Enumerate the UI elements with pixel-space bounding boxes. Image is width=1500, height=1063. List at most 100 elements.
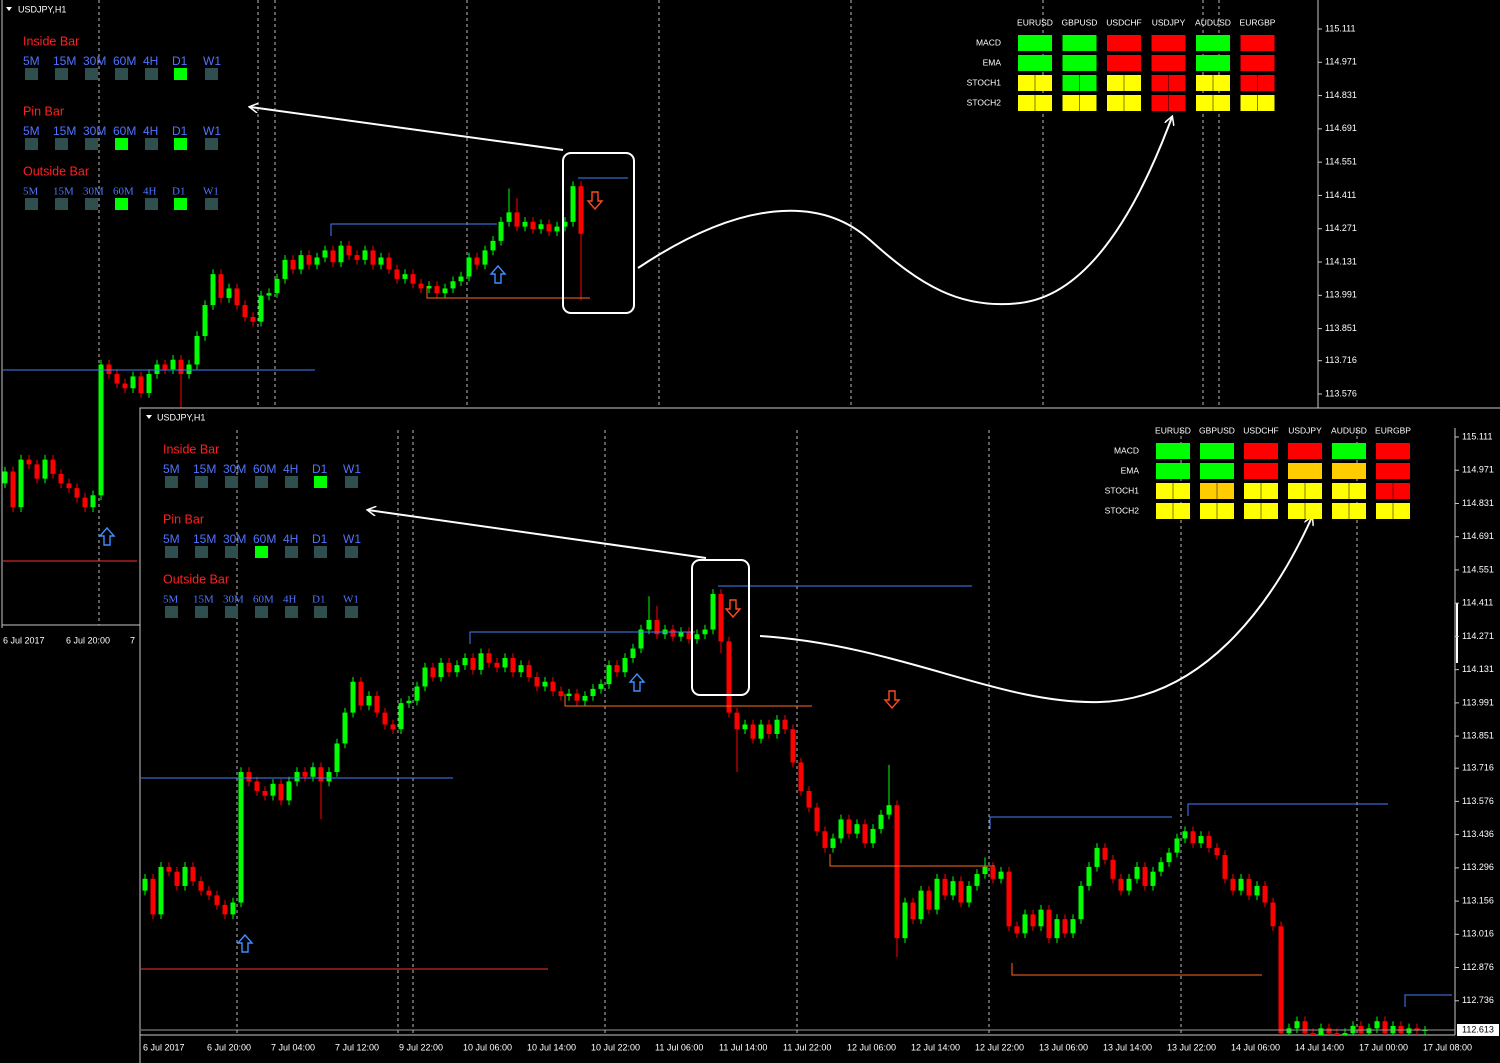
price-tick-label: 114.131 [1325,256,1357,266]
candle-body [1326,1028,1332,1034]
candle-body [614,665,620,673]
timeframe-label: D1 [172,186,185,198]
candle-body [206,890,212,896]
candle-body [350,681,356,713]
candle-body [566,693,572,696]
candle-body [166,866,172,872]
dashboard-cell [1240,55,1275,71]
window-menu-icon [146,415,152,419]
price-tick-label: 113.576 [1462,796,1494,806]
date-label: 10 Jul 14:00 [527,1042,576,1052]
candle-body [434,286,440,294]
date-label: 17 Jul 08:00 [1423,1042,1472,1052]
pattern-indicator [285,606,298,618]
timeframe-label: 60M [113,186,134,198]
candle-body [458,276,464,282]
price-tick-label: 113.156 [1462,895,1494,905]
date-label: 13 Jul 22:00 [1167,1042,1216,1052]
candle-body [522,221,528,227]
candle-body [438,662,444,678]
pattern-indicator [195,606,208,618]
candle-body [1078,885,1084,920]
candle-body [1334,1033,1340,1035]
pattern-indicator [314,476,327,488]
candle-body [398,703,404,730]
pattern-indicator [55,138,68,150]
timeframe-label: 60M [253,532,276,546]
pattern-indicator [25,198,38,210]
candle-body [278,783,284,801]
timeframe-label: 5M [163,462,180,476]
candle-body [718,593,724,642]
candle-body [114,374,120,384]
level-line [564,694,812,707]
candle-body [462,658,468,666]
dashboard-row: EMA [983,57,1002,67]
dashboard-cell [1151,35,1186,51]
timeframe-label: 60M [113,124,136,138]
candle-body [830,838,836,848]
candle-body [450,281,456,289]
candle-body [878,814,884,829]
candle-body [194,335,200,365]
candle-body [790,729,796,763]
date-label: 6 Jul 2017 [3,635,45,645]
candle-body [478,653,484,670]
price-tick-label: 114.831 [1462,498,1494,508]
candle-body [346,245,352,256]
candle-body [286,781,292,801]
pattern-indicator [174,138,187,150]
date-label: 6 Jul 2017 [143,1042,185,1052]
current-price-box [1457,1024,1499,1036]
candle-body [678,631,684,637]
timeframe-label: 15M [53,124,76,138]
candle-body [1038,909,1044,927]
candle-body [1278,926,1284,1034]
dashboard-row: STOCH2 [1105,505,1140,515]
price-tick-label: 114.551 [1462,564,1494,574]
candle-body [366,695,372,706]
level-line [426,286,590,299]
candle-body [262,790,268,796]
level-line [469,631,695,644]
candle-body [702,629,708,635]
candle-body [854,824,860,834]
candle-body [310,767,316,777]
date-label: 12 Jul 06:00 [847,1042,896,1052]
candle-body [466,257,472,277]
candle-body [290,259,296,270]
candle-body [474,257,480,265]
candle-body [1246,878,1252,896]
date-label: 7 Jul 04:00 [271,1042,315,1052]
candle-body [926,890,932,910]
timeframe-label: 30M [223,532,246,546]
candle-body [622,658,628,673]
dashboard-cell [1196,55,1230,71]
candle-body [582,695,588,701]
candle-body [694,634,700,640]
pattern-name: Pin Bar [163,512,204,526]
price-tick-label: 113.296 [1462,862,1494,872]
candle-body [814,807,820,832]
dashboard-cell [1018,55,1052,71]
candle-body [26,459,32,465]
date-label: 13 Jul 06:00 [1039,1042,1088,1052]
price-tick-label: 114.131 [1462,664,1494,674]
pattern-indicator [205,138,218,150]
price-tick-label: 114.411 [1462,598,1493,608]
pattern-indicator [195,546,208,558]
candle-body [1174,838,1180,853]
pattern-indicator [195,476,208,488]
candle-body [1166,852,1172,863]
timeframe-label: 5M [23,186,39,198]
candle-body [886,805,892,815]
pattern-indicator [174,198,187,210]
pattern-indicator [85,68,98,80]
candle-body [870,828,876,844]
pattern-indicator [174,68,187,80]
dashboard-cell [1244,443,1278,459]
dashboard-column: EURGBP [1240,17,1276,27]
candle-body [1110,859,1116,879]
candle-body [1014,926,1020,934]
candle-body [1198,836,1204,844]
